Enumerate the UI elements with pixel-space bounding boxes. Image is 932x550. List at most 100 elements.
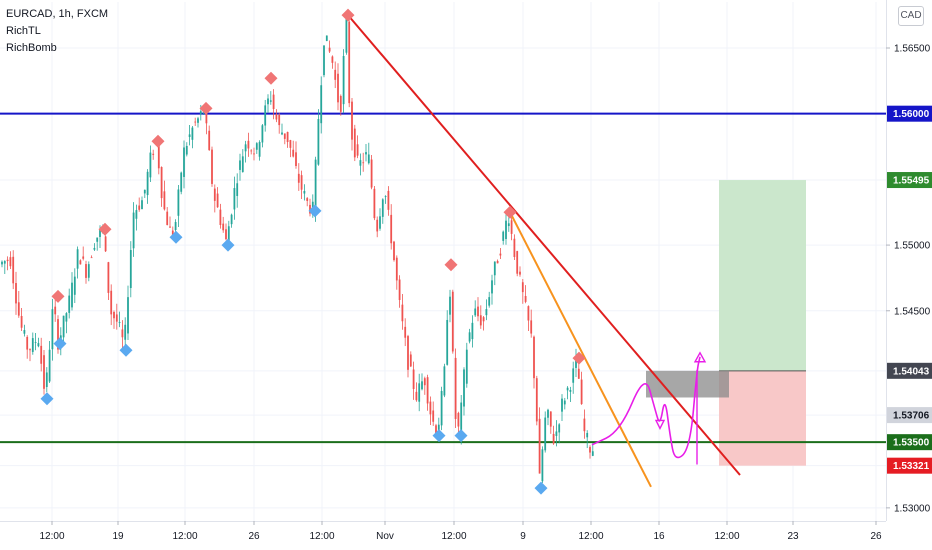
time-tick-label: 12:00 (714, 531, 739, 542)
candle-body (87, 264, 90, 278)
candle-body (258, 141, 261, 157)
candle-body (398, 279, 401, 300)
candle-body (191, 127, 194, 140)
price-label: 1.55495 (893, 176, 930, 187)
candle-body (393, 241, 395, 261)
candle-body (586, 432, 589, 438)
price-label-bg (887, 105, 932, 122)
candle-body (535, 378, 538, 422)
time-tick-label: 26 (248, 531, 260, 542)
pivot-low-marker (534, 481, 548, 495)
candle-body (163, 191, 166, 210)
candle-body (230, 214, 233, 225)
candle-body (577, 368, 580, 379)
candle-body (465, 349, 468, 384)
candle-body (166, 211, 169, 226)
candle-body (180, 172, 183, 192)
candle-body (199, 111, 202, 115)
pivot-low-marker (53, 337, 67, 351)
time-tick-label: 26 (870, 531, 882, 542)
candle-body (62, 315, 65, 338)
candle-body (29, 349, 31, 351)
candle-body (373, 188, 376, 219)
candle-body (115, 314, 118, 322)
candle-body (482, 317, 485, 322)
candle-body (289, 140, 292, 148)
candle-body (496, 260, 499, 264)
candle-body (185, 145, 188, 155)
time-tick-label: 12:00 (578, 531, 603, 542)
candle-body (485, 309, 488, 316)
candle-body (401, 304, 404, 322)
price-tick-label: 1.53000 (894, 503, 931, 514)
candle-body (381, 199, 384, 217)
candle-body (457, 412, 460, 427)
candle-body (463, 369, 465, 407)
candle-body (253, 153, 255, 155)
candle-body (157, 140, 160, 169)
candle-body (183, 147, 185, 177)
candle-body (370, 159, 373, 188)
candle-body (435, 425, 437, 437)
currency-badge[interactable]: CAD (898, 6, 924, 26)
candle-body (57, 319, 59, 350)
candle-body (317, 119, 320, 165)
candle-body (138, 205, 141, 210)
candle-body (362, 162, 365, 164)
candle-body (129, 250, 132, 289)
candle-body (477, 306, 479, 317)
candle-body (205, 112, 208, 124)
candle-body (451, 291, 454, 352)
candle-body (555, 431, 558, 436)
candle-body (113, 311, 115, 319)
candle-body (527, 306, 530, 321)
candle-body (135, 210, 138, 219)
candle-body (1, 261, 3, 265)
pivot-high-marker (503, 205, 517, 219)
candle-body (241, 156, 244, 172)
candle-body (446, 319, 449, 365)
candle-body (54, 306, 57, 315)
candle-body (127, 297, 129, 334)
candle-body (314, 159, 317, 214)
price-tick-label: 1.54500 (894, 306, 931, 317)
pivot-high-marker (151, 134, 165, 148)
candle-body (194, 121, 197, 123)
time-tick-label: 12:00 (309, 531, 334, 542)
candle-body (516, 251, 519, 274)
indicator-richtl[interactable]: RichTL (6, 25, 41, 37)
candle-body (17, 302, 20, 316)
candle-body (563, 400, 566, 405)
candle-body (538, 418, 541, 474)
candle-body (507, 223, 510, 227)
candle-body (530, 320, 533, 334)
candle-body (188, 134, 191, 138)
candle-body (110, 290, 113, 315)
candle-body (524, 296, 527, 302)
candle-body (51, 309, 54, 350)
candle-body (171, 230, 174, 238)
indicator-richbomb[interactable]: RichBomb (6, 42, 57, 54)
candle-body (96, 237, 99, 242)
down-arrow (654, 419, 666, 430)
candle-body (71, 282, 73, 308)
candle-body (141, 200, 143, 210)
candle-body (510, 220, 513, 234)
candle-body (306, 198, 309, 201)
profit-zone (719, 180, 806, 371)
candle-body (247, 140, 250, 149)
candle-body (395, 257, 398, 281)
trend-lines (347, 14, 741, 488)
candle-body (303, 191, 306, 194)
price-label-bg (887, 172, 932, 189)
candle-body (272, 94, 275, 110)
candle-body (412, 369, 415, 389)
candle-body (90, 257, 93, 259)
candle-body (225, 229, 227, 240)
candle-body (236, 183, 239, 196)
candle-body (376, 219, 379, 232)
pivot-markers (40, 8, 586, 495)
candle-body (505, 220, 507, 240)
candle-body (45, 372, 48, 388)
